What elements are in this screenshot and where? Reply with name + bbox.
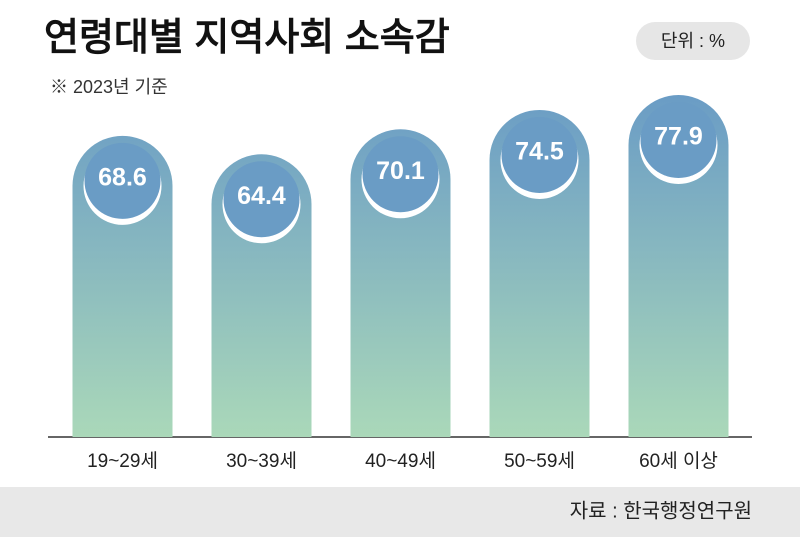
label-disc bbox=[84, 142, 161, 219]
x-tick-label: 40~49세 bbox=[365, 450, 436, 472]
label-disc bbox=[223, 161, 300, 238]
value-label: 74.5 bbox=[515, 138, 564, 166]
value-label: 70.1 bbox=[376, 157, 425, 185]
x-tick-label: 30~39세 bbox=[226, 450, 297, 472]
value-label: 77.9 bbox=[654, 123, 703, 151]
chart-subtitle: ※ 2023년 기준 bbox=[50, 77, 168, 97]
x-tick-label: 50~59세 bbox=[504, 450, 575, 472]
x-tick-label: 19~29세 bbox=[87, 450, 158, 472]
label-disc bbox=[501, 116, 578, 193]
unit-label: 단위 : % bbox=[661, 31, 725, 51]
value-label: 68.6 bbox=[98, 163, 147, 191]
value-label: 64.4 bbox=[237, 182, 286, 210]
unit-pill bbox=[636, 22, 750, 60]
footer-band bbox=[0, 487, 800, 537]
label-disc bbox=[362, 136, 439, 213]
label-disc bbox=[640, 102, 717, 179]
source: 자료 : 한국행정연구원 bbox=[570, 499, 752, 522]
bar bbox=[628, 95, 729, 438]
x-tick-label: 60세 이상 bbox=[639, 450, 718, 472]
chart-title: 연령대별 지역사회 소속감 bbox=[44, 17, 450, 59]
bars: 68.6 19~29세 64.4 30~39세 70.1 40~49세 74.5 50~59세… bbox=[72, 95, 729, 472]
bar bbox=[489, 109, 590, 437]
